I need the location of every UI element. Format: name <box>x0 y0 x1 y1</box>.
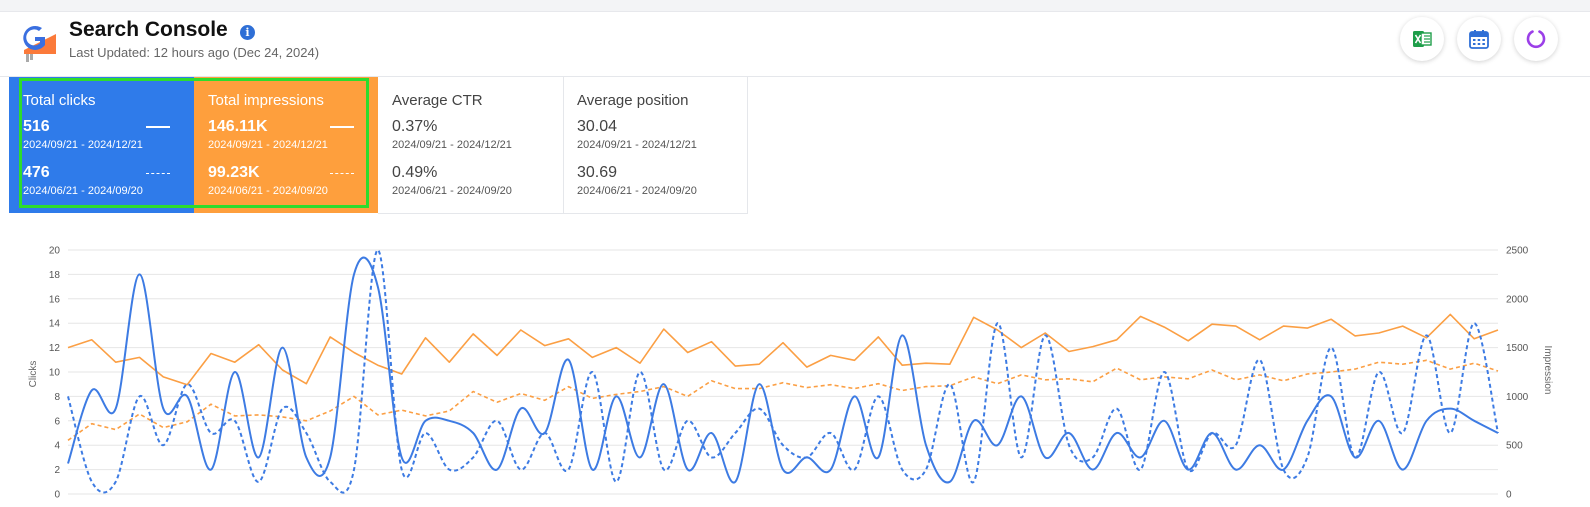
last-updated-text: Last Updated: 12 hours ago (Dec 24, 2024… <box>69 45 320 60</box>
refresh-button[interactable] <box>1514 17 1558 61</box>
series-line-clicks-previous <box>67 249 1499 494</box>
current-range: 2024/09/21 - 2024/12/21 <box>208 139 328 151</box>
current-value: 0.37% <box>392 118 438 135</box>
header-divider <box>0 76 1590 77</box>
previous-value: 476 <box>23 164 50 181</box>
previous-period-dashed-legend-icon <box>330 173 354 174</box>
y-tick-label: 0 <box>54 490 60 501</box>
current-value: 30.04 <box>577 118 618 135</box>
y-tick-label: 14 <box>49 319 61 330</box>
current-value: 146.11K <box>208 118 268 135</box>
y-tick-label: 8 <box>54 392 60 403</box>
series-line-impressions-current <box>67 313 1499 386</box>
y-tick-label: 20 <box>49 246 61 257</box>
current-period-solid-legend-icon <box>330 126 354 128</box>
y2-tick-label: 1000 <box>1506 392 1529 403</box>
metric-label: Total impressions <box>208 92 324 109</box>
app-logo <box>20 20 60 64</box>
y-tick-label: 4 <box>54 441 60 452</box>
excel-export-icon <box>1413 31 1432 47</box>
y-tick-label: 16 <box>49 294 61 305</box>
y-tick-label: 12 <box>49 343 61 354</box>
y2-tick-label: 500 <box>1506 441 1523 452</box>
page-title: Search Console <box>69 18 228 41</box>
calendar-icon <box>1469 30 1489 49</box>
y2-axis-label: Impression <box>1542 346 1553 395</box>
previous-range: 2024/06/21 - 2024/09/20 <box>392 185 512 197</box>
series-line-impressions-previous <box>67 359 1499 441</box>
previous-period-dashed-legend-icon <box>146 173 170 174</box>
metric-label: Total clicks <box>23 92 96 109</box>
previous-range: 2024/06/21 - 2024/09/20 <box>23 185 143 197</box>
current-value: 516 <box>23 118 50 135</box>
current-period-solid-legend-icon <box>146 126 170 128</box>
series-line-clicks-current <box>67 256 1499 484</box>
metric-card-total-impressions[interactable]: Total impressions 146.11K 2024/09/21 - 2… <box>194 77 378 213</box>
y2-tick-label: 2000 <box>1506 294 1529 305</box>
y-tick-label: 10 <box>49 368 61 379</box>
metric-card-average-ctr[interactable]: Average CTR 0.37% 2024/09/21 - 2024/12/2… <box>378 77 564 214</box>
performance-line-chart: 0 2 4 6 8 10 12 14 16 18 20 0 500 1000 1500 2000 2500 C… <box>28 246 1553 501</box>
window-top-strip <box>0 0 1590 12</box>
metric-card-total-clicks[interactable]: Total clicks 516 2024/09/21 - 2024/12/21… <box>9 77 194 213</box>
previous-value: 0.49% <box>392 164 438 181</box>
previous-range: 2024/06/21 - 2024/09/20 <box>577 185 697 197</box>
metric-label: Average CTR <box>392 92 483 109</box>
previous-range: 2024/06/21 - 2024/09/20 <box>208 185 328 197</box>
metric-card-average-position[interactable]: Average position 30.04 2024/09/21 - 2024… <box>563 77 748 214</box>
y-tick-label: 18 <box>49 270 61 281</box>
current-range: 2024/09/21 - 2024/12/21 <box>392 139 512 151</box>
page-header: Search Console i Last Updated: 12 hours … <box>0 12 1590 76</box>
refresh-icon <box>1526 30 1546 49</box>
calendar-button[interactable] <box>1457 17 1501 61</box>
y-axis-label: Clicks <box>28 361 39 388</box>
info-icon[interactable]: i <box>240 25 255 40</box>
y2-tick-label: 0 <box>1506 490 1512 501</box>
y2-tick-label: 2500 <box>1506 246 1529 257</box>
y-tick-label: 2 <box>54 465 60 476</box>
metric-label: Average position <box>577 92 689 109</box>
y2-tick-label: 1500 <box>1506 343 1529 354</box>
current-range: 2024/09/21 - 2024/12/21 <box>577 139 697 151</box>
current-range: 2024/09/21 - 2024/12/21 <box>23 139 143 151</box>
y-tick-label: 6 <box>54 416 60 427</box>
excel-export-button[interactable] <box>1400 17 1444 61</box>
previous-value: 99.23K <box>208 164 260 181</box>
previous-value: 30.69 <box>577 164 618 181</box>
